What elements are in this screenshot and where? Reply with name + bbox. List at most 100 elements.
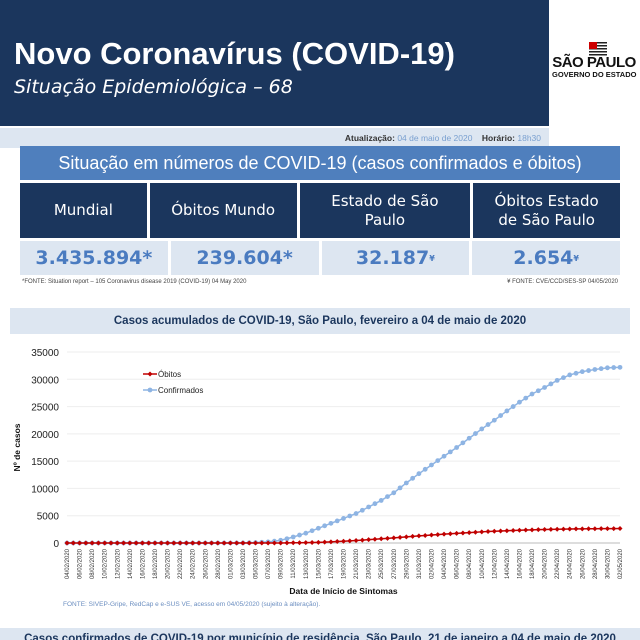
y-tick-label: 5000 <box>37 512 60 523</box>
data-point <box>605 365 610 371</box>
data-point <box>573 526 579 532</box>
data-point <box>253 540 259 546</box>
data-point <box>359 507 365 513</box>
x-tick-label: 20/02/2020 <box>166 548 172 579</box>
x-tick-label: 11/03/2020 <box>291 548 297 578</box>
col-header: Óbitos Estado de São Paulo <box>473 183 620 238</box>
footnote-left: *FONTE: Situation report – 105 Coronavir… <box>22 279 247 285</box>
legend-marker <box>147 371 153 377</box>
x-tick-label: 16/02/2020 <box>140 548 146 579</box>
data-point <box>372 536 378 542</box>
x-tick-label: 06/02/2020 <box>78 548 84 579</box>
x-tick-label: 21/03/2020 <box>354 548 360 579</box>
x-tick-label: 29/03/2020 <box>404 548 410 579</box>
data-point <box>535 388 541 394</box>
data-point <box>435 458 441 463</box>
x-tick-label: 03/03/2020 <box>241 548 247 579</box>
data-point <box>240 540 246 546</box>
legend-label: Confirmados <box>158 386 203 395</box>
y-tick-label: 0 <box>53 539 59 550</box>
value: 32.187 <box>355 247 430 269</box>
time-label: Horário: <box>481 133 515 143</box>
data-point <box>89 540 95 546</box>
data-point <box>535 527 541 533</box>
y-tick-label: 15000 <box>31 457 59 468</box>
logo-line1: SÃO PAULO <box>552 54 636 71</box>
data-point <box>152 540 158 546</box>
data-point <box>454 445 460 450</box>
data-point <box>447 449 453 455</box>
x-tick-label: 16/04/2020 <box>517 548 523 579</box>
data-point <box>95 540 101 546</box>
data-point <box>121 540 127 546</box>
data-point <box>290 540 296 546</box>
time-value: 18h30 <box>517 133 541 143</box>
value: 239.604* <box>196 247 293 269</box>
x-tick-label: 25/03/2020 <box>379 548 385 579</box>
data-point <box>322 539 328 545</box>
data-point <box>579 369 585 375</box>
data-point <box>334 518 340 524</box>
data-point <box>284 536 290 542</box>
data-point <box>341 516 346 521</box>
x-tick-label: 01/03/2020 <box>228 548 234 579</box>
data-point <box>177 540 183 546</box>
x-tick-label: 08/02/2020 <box>90 548 96 579</box>
x-tick-label: 19/03/2020 <box>342 548 348 579</box>
data-point <box>353 538 359 544</box>
data-point <box>611 526 617 532</box>
x-tick-label: 26/02/2020 <box>203 548 209 579</box>
data-point <box>278 540 284 546</box>
data-point <box>215 540 221 546</box>
data-point <box>554 526 560 532</box>
data-point <box>347 513 353 519</box>
data-point <box>366 504 372 510</box>
value-cell: 3.435.894* <box>20 241 168 275</box>
data-point <box>554 377 560 383</box>
source-mark: ¥ <box>429 253 435 263</box>
data-point <box>341 538 346 544</box>
x-tick-label: 04/02/2020 <box>65 548 71 579</box>
data-point <box>83 540 89 546</box>
data-point <box>604 526 610 532</box>
data-point <box>385 494 390 500</box>
x-tick-label: 17/03/2020 <box>329 548 335 579</box>
value-cell: 32.187 ¥ <box>321 241 470 275</box>
data-point <box>617 526 623 532</box>
data-point <box>466 530 472 536</box>
footnote-right: ¥ FONTE: CVE/CCD/SES-SP 04/05/2020 <box>507 279 618 285</box>
data-point <box>485 422 491 427</box>
data-point <box>366 537 372 543</box>
data-point <box>517 399 522 405</box>
data-point <box>504 408 510 414</box>
line-chart: 0 5000 10000 15000 20000 25000 30000 35000 04/02… <box>12 348 624 596</box>
data-point <box>403 480 409 486</box>
data-point <box>303 540 309 546</box>
value-cell: 239.604* <box>170 241 319 275</box>
data-point <box>441 453 447 459</box>
data-point <box>165 540 171 546</box>
y-tick-label: 20000 <box>31 430 59 441</box>
x-tick-label: 22/02/2020 <box>178 548 184 579</box>
data-point <box>359 537 365 543</box>
data-point <box>586 526 592 532</box>
data-point <box>234 540 240 546</box>
data-point <box>416 471 422 477</box>
data-point <box>422 466 428 472</box>
data-point <box>410 475 416 481</box>
data-point <box>403 534 409 540</box>
data-point <box>114 540 120 546</box>
data-point <box>221 540 227 546</box>
data-point <box>190 540 196 546</box>
data-point <box>347 538 353 544</box>
data-point <box>391 490 397 496</box>
update-strip: Atualização: 04 de maio de 2020 Horário:… <box>0 128 549 148</box>
data-point <box>460 530 466 536</box>
data-point <box>598 366 604 372</box>
data-point <box>378 498 384 503</box>
x-tick-label: 30/04/2020 <box>605 548 611 579</box>
data-point <box>397 485 403 491</box>
data-point <box>498 528 504 534</box>
data-point <box>617 364 623 370</box>
data-point <box>384 535 390 541</box>
